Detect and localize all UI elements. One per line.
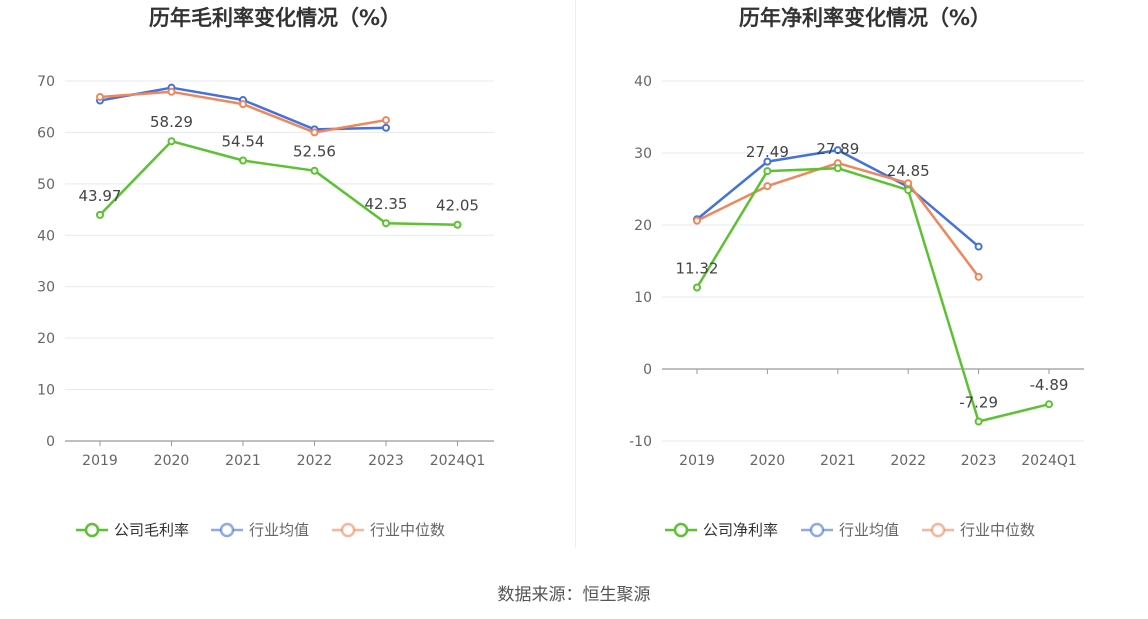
data-label: 11.32 [676,259,719,277]
data-point-avg [833,146,842,155]
y-tick-label: 70 [37,74,55,90]
data-point-median [167,87,176,96]
legend-marker [219,522,235,538]
data-label: 54.54 [222,133,265,151]
legend-label: 行业均值 [249,521,309,539]
data-label: 43.97 [79,187,122,205]
x-tick-label: 2022 [297,453,333,469]
x-tick-label: 2024Q1 [1021,453,1077,469]
x-tick-label: 2022 [890,453,926,469]
legend-item-company: 公司净利率 [665,521,778,539]
x-tick-label: 2021 [225,453,261,469]
y-tick-label: 40 [634,74,652,90]
data-point-median [382,116,390,125]
chart-0: 历年毛利率变化情况（%） 0 10 20 30 40 50 60 70 2019 2020 2021 2… [37,6,494,539]
legend-item-avg: 行业均值 [211,521,309,539]
legend-item-median: 行业中位数 [922,521,1035,539]
data-point-median [693,216,701,225]
legend-marker [809,522,825,538]
data-point-median [96,92,104,101]
chart-divider [575,0,576,548]
data-point-company [763,167,772,176]
data-point-avg [974,242,983,251]
y-tick-label: 40 [37,228,55,244]
x-tick-label: 2023 [368,453,404,469]
legend-item-median: 行业中位数 [332,521,445,539]
x-tick-label: 2024Q1 [430,453,486,469]
legend-label: 行业均值 [839,521,899,539]
legend-label: 行业中位数 [370,521,445,539]
y-tick-label: 0 [643,362,652,378]
legend-label: 公司净利率 [703,521,778,539]
data-point-company [382,219,390,228]
legend-marker [930,522,946,538]
x-tick-label: 2020 [154,453,190,469]
series-line-company [695,166,1050,423]
x-tick-label: 2020 [750,453,786,469]
data-point-company [833,164,842,173]
data-label: -4.89 [1030,376,1069,394]
data-point-median [763,182,772,191]
y-tick-label: 10 [634,290,652,306]
y-tick-label: 30 [634,146,652,162]
data-point-company [239,156,247,165]
x-tick-label: 2019 [679,453,715,469]
data-label: 27.89 [816,140,859,158]
y-tick-label: 20 [37,331,55,347]
data-point-avg [763,157,772,166]
chart-1: 历年净利率变化情况（%） -10 0 10 20 30 40 2019 2020 2021 2022… [629,6,1084,539]
legend-item-avg: 行业均值 [801,521,899,539]
y-tick-label: 10 [37,383,55,399]
legend-marker [673,522,689,538]
y-tick-label: -10 [629,434,652,450]
data-point-company [693,283,701,292]
x-tick-label: 2023 [961,453,997,469]
legend-item-company: 公司毛利率 [76,521,189,539]
legend-label: 行业中位数 [960,521,1035,539]
y-tick-label: 50 [37,177,55,193]
data-label: 52.56 [293,143,336,161]
data-point-median [239,100,247,109]
chart-title: 历年净利率变化情况（%） [739,6,991,30]
data-label: 42.05 [436,197,479,215]
data-point-avg [382,123,390,132]
data-point-company [310,166,319,175]
data-label: 27.49 [746,143,789,161]
data-point-company [167,137,176,146]
data-label: 58.29 [150,113,193,131]
y-tick-label: 30 [37,280,55,296]
y-tick-label: 20 [634,218,652,234]
data-point-median [904,179,913,188]
x-tick-label: 2019 [82,453,118,469]
series-line-company [99,139,458,226]
data-point-median [310,128,319,137]
data-point-company [96,210,104,219]
charts-canvas: 历年毛利率变化情况（%） 0 10 20 30 40 50 60 70 2019 2020 2021 2… [37,6,1084,539]
data-source: 数据来源：恒生聚源 [497,585,651,605]
data-label: 24.85 [887,162,930,180]
legend-label: 公司毛利率 [114,521,189,539]
x-tick-label: 2021 [820,453,856,469]
legend-marker [84,522,100,538]
data-point-company [974,417,983,426]
data-point-company [453,220,462,229]
data-point-company [904,186,913,195]
y-tick-label: 60 [37,125,55,141]
data-point-company [1045,400,1053,409]
chart-title: 历年毛利率变化情况（%） [149,6,401,30]
legend-marker [340,522,356,538]
y-tick-label: 0 [46,434,55,450]
data-point-median [974,272,983,281]
data-label: 42.35 [365,195,408,213]
data-label: -7.29 [959,393,998,411]
